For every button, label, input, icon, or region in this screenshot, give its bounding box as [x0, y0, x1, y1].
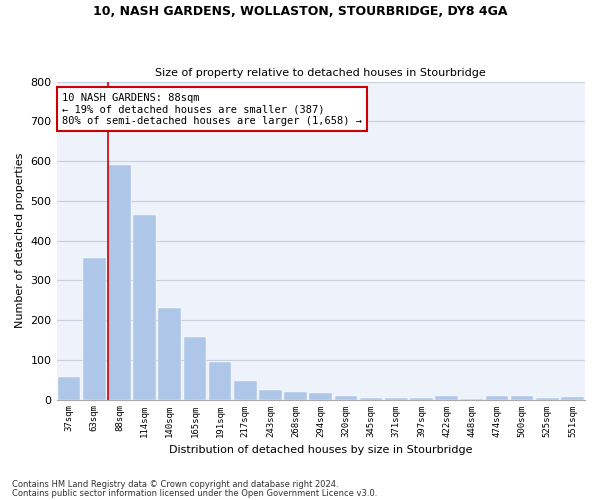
Bar: [234, 382, 257, 400]
Bar: [58, 377, 80, 400]
Bar: [158, 308, 181, 400]
Bar: [259, 390, 282, 400]
Text: 10 NASH GARDENS: 88sqm
← 19% of detached houses are smaller (387)
80% of semi-de: 10 NASH GARDENS: 88sqm ← 19% of detached…: [62, 92, 362, 126]
Bar: [460, 399, 483, 400]
Bar: [310, 393, 332, 400]
Bar: [360, 398, 382, 400]
Bar: [385, 398, 407, 400]
Bar: [561, 397, 584, 400]
Text: Contains public sector information licensed under the Open Government Licence v3: Contains public sector information licen…: [12, 488, 377, 498]
Bar: [284, 392, 307, 400]
Bar: [536, 398, 559, 400]
Text: 10, NASH GARDENS, WOLLASTON, STOURBRIDGE, DY8 4GA: 10, NASH GARDENS, WOLLASTON, STOURBRIDGE…: [93, 5, 507, 18]
Bar: [511, 396, 533, 400]
Bar: [184, 337, 206, 400]
Title: Size of property relative to detached houses in Stourbridge: Size of property relative to detached ho…: [155, 68, 486, 78]
Bar: [133, 214, 156, 400]
Bar: [335, 396, 357, 400]
Text: Contains HM Land Registry data © Crown copyright and database right 2024.: Contains HM Land Registry data © Crown c…: [12, 480, 338, 489]
Y-axis label: Number of detached properties: Number of detached properties: [15, 153, 25, 328]
Bar: [108, 165, 131, 400]
Bar: [209, 362, 232, 400]
Bar: [485, 396, 508, 400]
Bar: [410, 398, 433, 400]
Bar: [435, 396, 458, 400]
Bar: [83, 258, 106, 400]
X-axis label: Distribution of detached houses by size in Stourbridge: Distribution of detached houses by size …: [169, 445, 473, 455]
